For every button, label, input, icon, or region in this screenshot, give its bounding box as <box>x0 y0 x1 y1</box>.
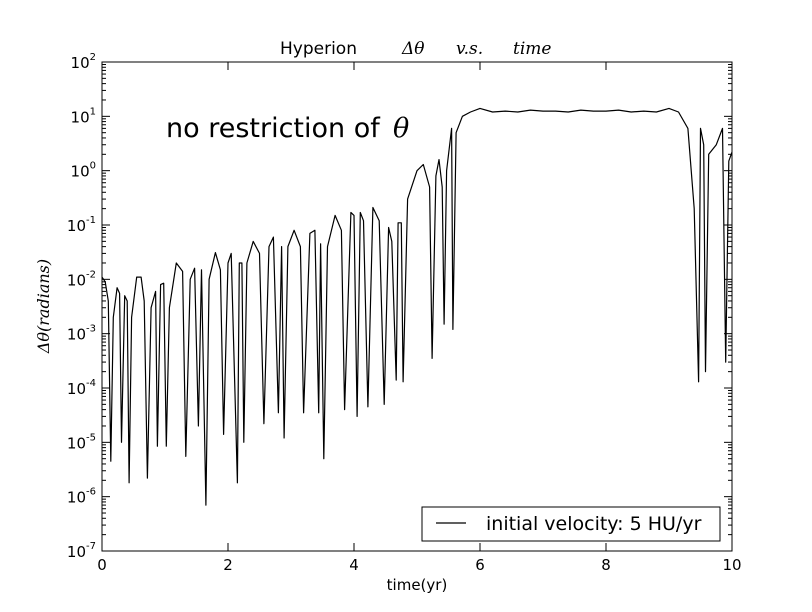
annotation: no restriction of θ <box>166 113 409 144</box>
title-math-vs: v.s. <box>456 39 483 59</box>
annotation-text: no restriction of <box>166 113 381 144</box>
x-tick-label: 4 <box>349 556 359 574</box>
x-tick-label: 6 <box>475 556 485 574</box>
axis-ticks <box>101 61 733 552</box>
x-tick-label: 10 <box>722 556 741 574</box>
legend: initial velocity: 5 HU/yr <box>421 506 721 542</box>
y-tick-label: 10-3 <box>67 324 96 344</box>
series-line-initial-velocity <box>102 107 732 506</box>
y-axis-label: Δθ(radians) <box>34 259 53 354</box>
chart-title: Hyperion Δθ v.s. time <box>280 39 551 59</box>
y-tick-label: 101 <box>71 106 96 126</box>
y-tick-label: 10-4 <box>67 378 96 398</box>
legend-box <box>421 506 721 542</box>
y-tick-label: 10-5 <box>67 432 96 452</box>
y-tick-labels: 10-7 10-6 10-5 10-4 10-3 10-2 10-1 100 101 102 <box>67 52 96 561</box>
legend-label: initial velocity: 5 HU/yr <box>486 513 702 535</box>
y-tick-label: 10-7 <box>67 541 96 561</box>
y-tick-label: 100 <box>71 161 96 181</box>
annotation-theta: θ <box>393 113 409 144</box>
x-axis-label: time(yr) <box>387 576 448 594</box>
title-math-delta-theta: Δθ <box>401 39 425 59</box>
y-tick-label: 10-1 <box>67 215 96 235</box>
x-tick-label: 0 <box>97 556 107 574</box>
title-prefix: Hyperion <box>280 39 357 59</box>
y-tick-label: 10-2 <box>67 269 96 289</box>
y-tick-label: 10-6 <box>67 487 96 507</box>
y-tick-label: 102 <box>71 52 96 72</box>
x-tick-label: 8 <box>601 556 611 574</box>
x-tick-label: 2 <box>223 556 233 574</box>
x-tick-labels: 0 2 4 6 8 10 <box>97 556 741 574</box>
title-math-time: time <box>513 39 551 59</box>
